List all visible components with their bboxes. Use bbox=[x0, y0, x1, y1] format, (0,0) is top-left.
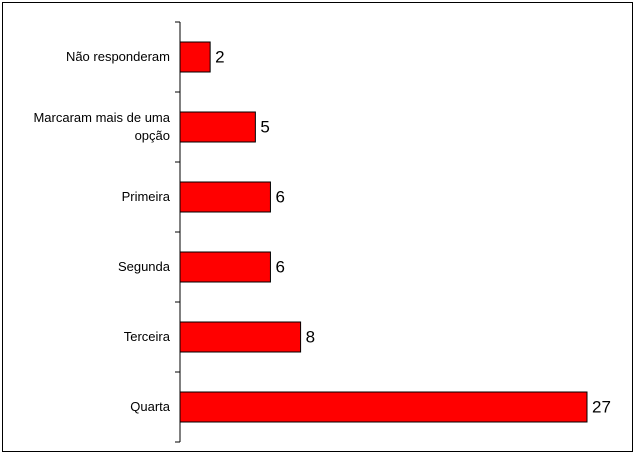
value-label: 27 bbox=[592, 397, 611, 416]
category-label: Segunda bbox=[117, 259, 170, 274]
bar bbox=[179, 251, 271, 283]
value-label: 6 bbox=[275, 257, 284, 276]
bar bbox=[179, 391, 588, 423]
bar bbox=[179, 181, 271, 213]
category-label: Terceira bbox=[123, 329, 170, 344]
bar bbox=[179, 111, 256, 143]
category-label: Quarta bbox=[130, 399, 170, 414]
value-label: 6 bbox=[275, 187, 284, 206]
category-label: Não responderam bbox=[65, 49, 170, 64]
bar bbox=[179, 321, 302, 353]
value-label: 2 bbox=[215, 47, 224, 66]
value-label: 8 bbox=[306, 327, 315, 346]
category-label: Primeira bbox=[121, 189, 170, 204]
bar bbox=[179, 41, 211, 73]
value-label: 5 bbox=[260, 117, 269, 136]
category-label: Marcaram mais de uma opção bbox=[33, 110, 170, 143]
